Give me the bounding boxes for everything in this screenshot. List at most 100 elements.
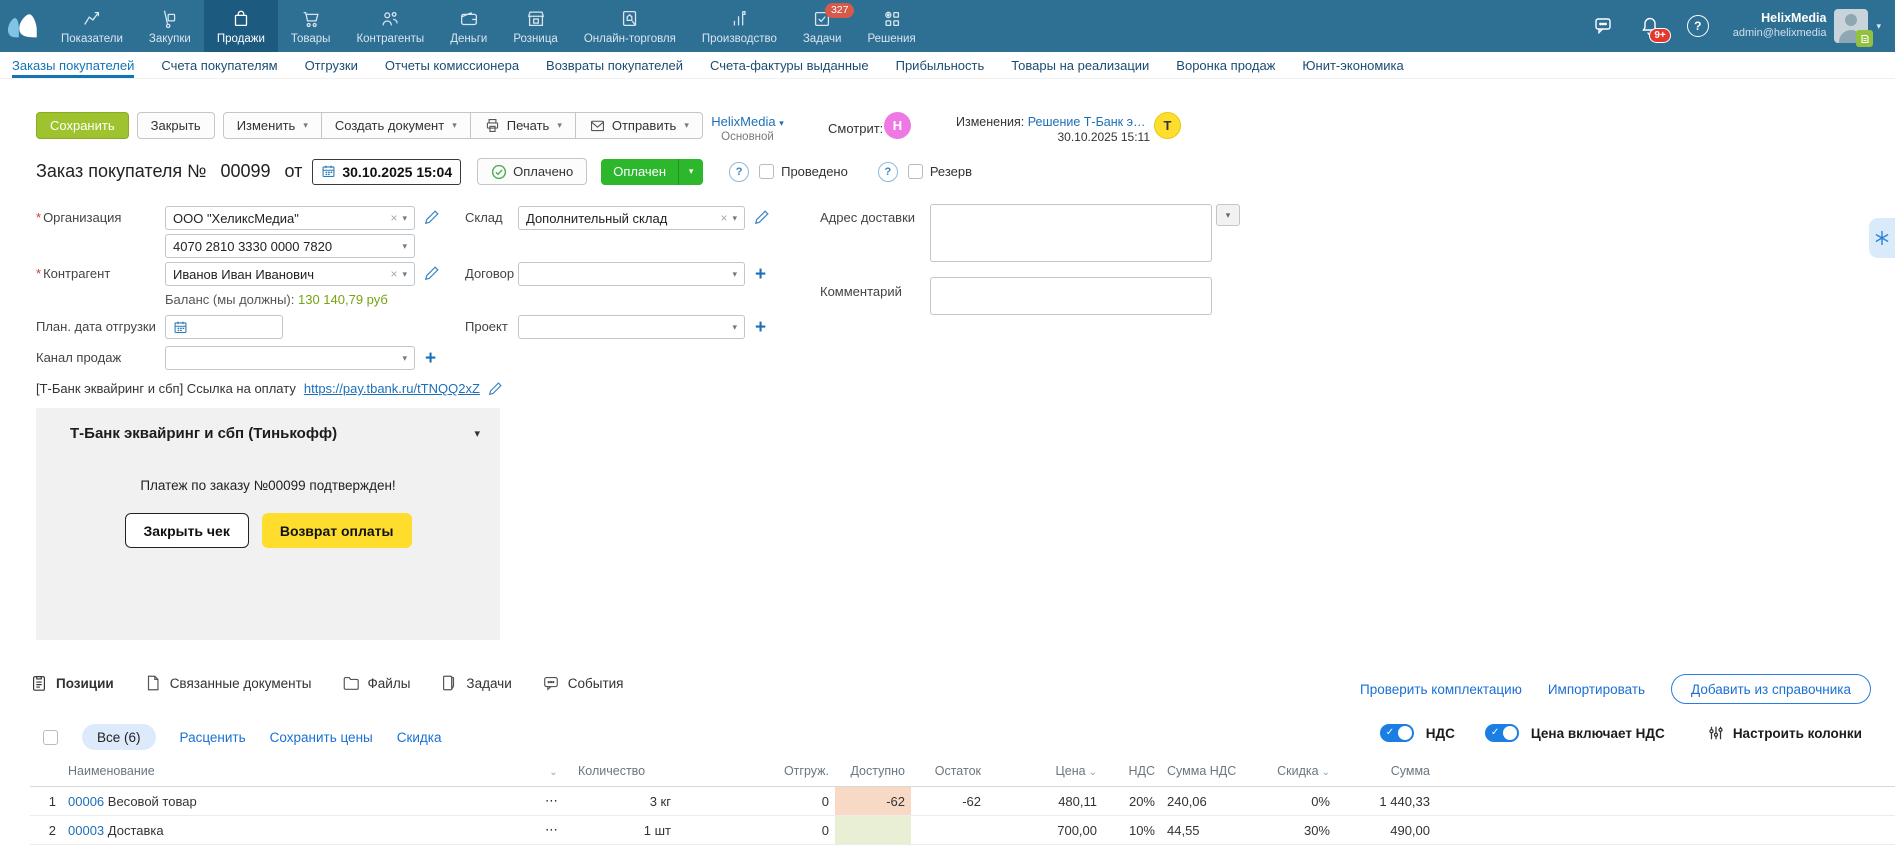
add-project-button[interactable]: +	[755, 317, 767, 338]
tab-linked-documents[interactable]: Связанные документы	[144, 674, 312, 692]
save-button[interactable]: Сохранить	[36, 112, 129, 139]
user-menu[interactable]: HelixMedia admin@helixmedia ▾	[1733, 9, 1881, 47]
price-includes-vat-toggle[interactable]	[1484, 724, 1519, 742]
changes-link[interactable]: Решение Т-Банк э…	[1027, 115, 1146, 129]
tab-positions[interactable]: Позиции	[30, 674, 114, 692]
nav-item-solutions[interactable]: Решения	[854, 0, 928, 52]
discount-link[interactable]: Скидка	[396, 729, 442, 745]
organization-select[interactable]: ООО "ХеликсМедиа" × ▾	[165, 206, 415, 230]
organization-switcher[interactable]: HelixMedia ▾ Основной	[700, 114, 795, 145]
product-code-link[interactable]: 00006	[68, 793, 105, 809]
status-select[interactable]: Оплачен ▾	[601, 158, 704, 185]
tbank-avatar[interactable]: Т	[1154, 112, 1181, 139]
col-vat[interactable]: НДС	[1103, 756, 1161, 787]
tab-tasks[interactable]: Задачи	[440, 674, 512, 692]
add-sales-channel-button[interactable]: +	[425, 348, 437, 369]
add-from-catalog-button[interactable]: Добавить из справочника	[1671, 674, 1871, 704]
tab-commission-reports[interactable]: Отчеты комиссионера	[384, 57, 520, 73]
edit-menu-button[interactable]: Изменить ▾	[222, 112, 322, 139]
col-stock[interactable]: Остаток	[911, 756, 987, 787]
chevron-down-icon[interactable]: ▾	[402, 352, 407, 363]
watcher-avatar[interactable]: H	[884, 112, 911, 139]
row-actions-icon[interactable]: ⋯	[532, 786, 572, 816]
nav-item-retail[interactable]: Розница	[500, 0, 570, 52]
reserve-checkbox[interactable]	[907, 164, 923, 179]
help-icon[interactable]: ?	[1685, 13, 1711, 39]
document-datetime-input[interactable]: 30.10.2025 15:04	[312, 158, 462, 185]
project-select[interactable]: ▾	[518, 315, 745, 339]
nav-item-production[interactable]: Производство	[689, 0, 790, 52]
col-available[interactable]: Доступно	[835, 756, 911, 787]
edit-payment-link-icon[interactable]	[488, 381, 503, 396]
chevron-down-icon[interactable]: ▾	[732, 268, 737, 279]
ship-date-input[interactable]	[165, 315, 283, 339]
notifications-bell-icon[interactable]: 9+	[1637, 13, 1671, 43]
close-receipt-button[interactable]: Закрыть чек	[124, 513, 249, 548]
help-reserve-icon[interactable]: ?	[877, 161, 898, 182]
clear-icon[interactable]: ×	[390, 267, 398, 281]
reprice-link[interactable]: Расценить	[179, 729, 246, 745]
col-shipped[interactable]: Отгруж.	[677, 756, 835, 787]
nav-item-indicators[interactable]: Показатели	[48, 0, 136, 52]
nav-item-money[interactable]: Деньги	[437, 0, 500, 52]
tab-profitability[interactable]: Прибыльность	[895, 57, 985, 73]
add-contract-button[interactable]: +	[755, 264, 767, 285]
filter-all-pill[interactable]: Все (6)	[82, 724, 156, 750]
sort-icon[interactable]: ⌄	[532, 756, 572, 787]
row-actions-icon[interactable]: ⋯	[532, 815, 572, 845]
tab-shipments[interactable]: Отгрузки	[304, 57, 358, 73]
paid-button[interactable]: Оплачено	[477, 158, 588, 185]
account-select[interactable]: 4070 2810 3330 0000 7820 ▾	[165, 234, 415, 258]
col-discount[interactable]: Скидка ⌄	[1241, 756, 1336, 787]
payment-link[interactable]: https://pay.tbank.ru/tTNQQ2xZ	[303, 381, 480, 396]
clear-icon[interactable]: ×	[720, 211, 728, 225]
chat-icon[interactable]	[1589, 13, 1615, 39]
nav-item-counterparties[interactable]: Контрагенты	[343, 0, 437, 52]
tab-files[interactable]: Файлы	[342, 674, 410, 692]
side-widget-tab[interactable]	[1869, 218, 1895, 258]
clear-icon[interactable]: ×	[390, 211, 398, 225]
check-kit-link[interactable]: Проверить комплектацию	[1360, 681, 1522, 697]
contract-select[interactable]: ▾	[518, 262, 745, 286]
save-prices-link[interactable]: Сохранить цены	[269, 729, 373, 745]
tab-customer-orders[interactable]: Заказы покупателей	[12, 52, 134, 78]
col-vat-sum[interactable]: Сумма НДС	[1161, 756, 1241, 787]
vat-toggle[interactable]	[1379, 724, 1414, 742]
nav-item-sales[interactable]: Продажи	[203, 0, 278, 52]
table-row[interactable]: 1 00006 Весовой товар ⋯ 3 кг 0 -62 -62 4…	[30, 786, 1895, 816]
create-document-menu-button[interactable]: Создать документ ▾	[320, 112, 471, 139]
tab-customer-invoices[interactable]: Счета покупателям	[161, 57, 278, 73]
collapse-widget-icon[interactable]: ▾	[474, 428, 480, 440]
conducted-checkbox[interactable]	[759, 164, 775, 179]
refund-button[interactable]: Возврат оплаты	[261, 513, 412, 548]
nav-item-purchases[interactable]: Закупки	[136, 0, 204, 52]
help-conducted-icon[interactable]: ?	[729, 161, 750, 182]
nav-item-goods[interactable]: Товары	[278, 0, 344, 52]
col-qty[interactable]: Количество	[572, 756, 677, 787]
col-name[interactable]: Наименование	[62, 756, 532, 787]
chevron-down-icon[interactable]: ▾	[732, 212, 737, 223]
table-row[interactable]: 2 00003 Доставка ⋯ 1 шт 0 700,00 10% 44,…	[30, 815, 1895, 845]
product-code-link[interactable]: 00003	[68, 822, 105, 838]
edit-warehouse-icon[interactable]	[754, 209, 770, 225]
chevron-down-icon[interactable]: ▾	[402, 268, 407, 279]
print-menu-button[interactable]: Печать ▾	[469, 112, 576, 139]
warehouse-select[interactable]: Дополнительный склад × ▾	[518, 206, 745, 230]
chevron-down-icon[interactable]: ▾	[402, 212, 407, 223]
send-menu-button[interactable]: Отправить ▾	[574, 112, 703, 139]
select-all-checkbox[interactable]	[43, 729, 58, 745]
delivery-address-textarea[interactable]	[930, 204, 1212, 262]
sales-channel-select[interactable]: ▾	[165, 346, 415, 370]
comment-textarea[interactable]	[930, 277, 1212, 315]
nav-item-online-trade[interactable]: Онлайн-торговля	[571, 0, 689, 52]
tab-goods-on-sale[interactable]: Товары на реализации	[1011, 57, 1150, 73]
tab-issued-invoices[interactable]: Счета-фактуры выданные	[710, 57, 869, 73]
edit-organization-icon[interactable]	[424, 209, 440, 225]
tab-sales-funnel[interactable]: Воронка продаж	[1176, 57, 1276, 73]
chevron-down-icon[interactable]: ▾	[402, 240, 407, 251]
tab-customer-returns[interactable]: Возвраты покупателей	[546, 57, 684, 73]
tab-unit-economics[interactable]: Юнит-экономика	[1302, 57, 1404, 73]
import-link[interactable]: Импортировать	[1547, 681, 1646, 697]
counterparty-select[interactable]: Иванов Иван Иванович × ▾	[165, 262, 415, 286]
col-price[interactable]: Цена ⌄	[987, 756, 1103, 787]
